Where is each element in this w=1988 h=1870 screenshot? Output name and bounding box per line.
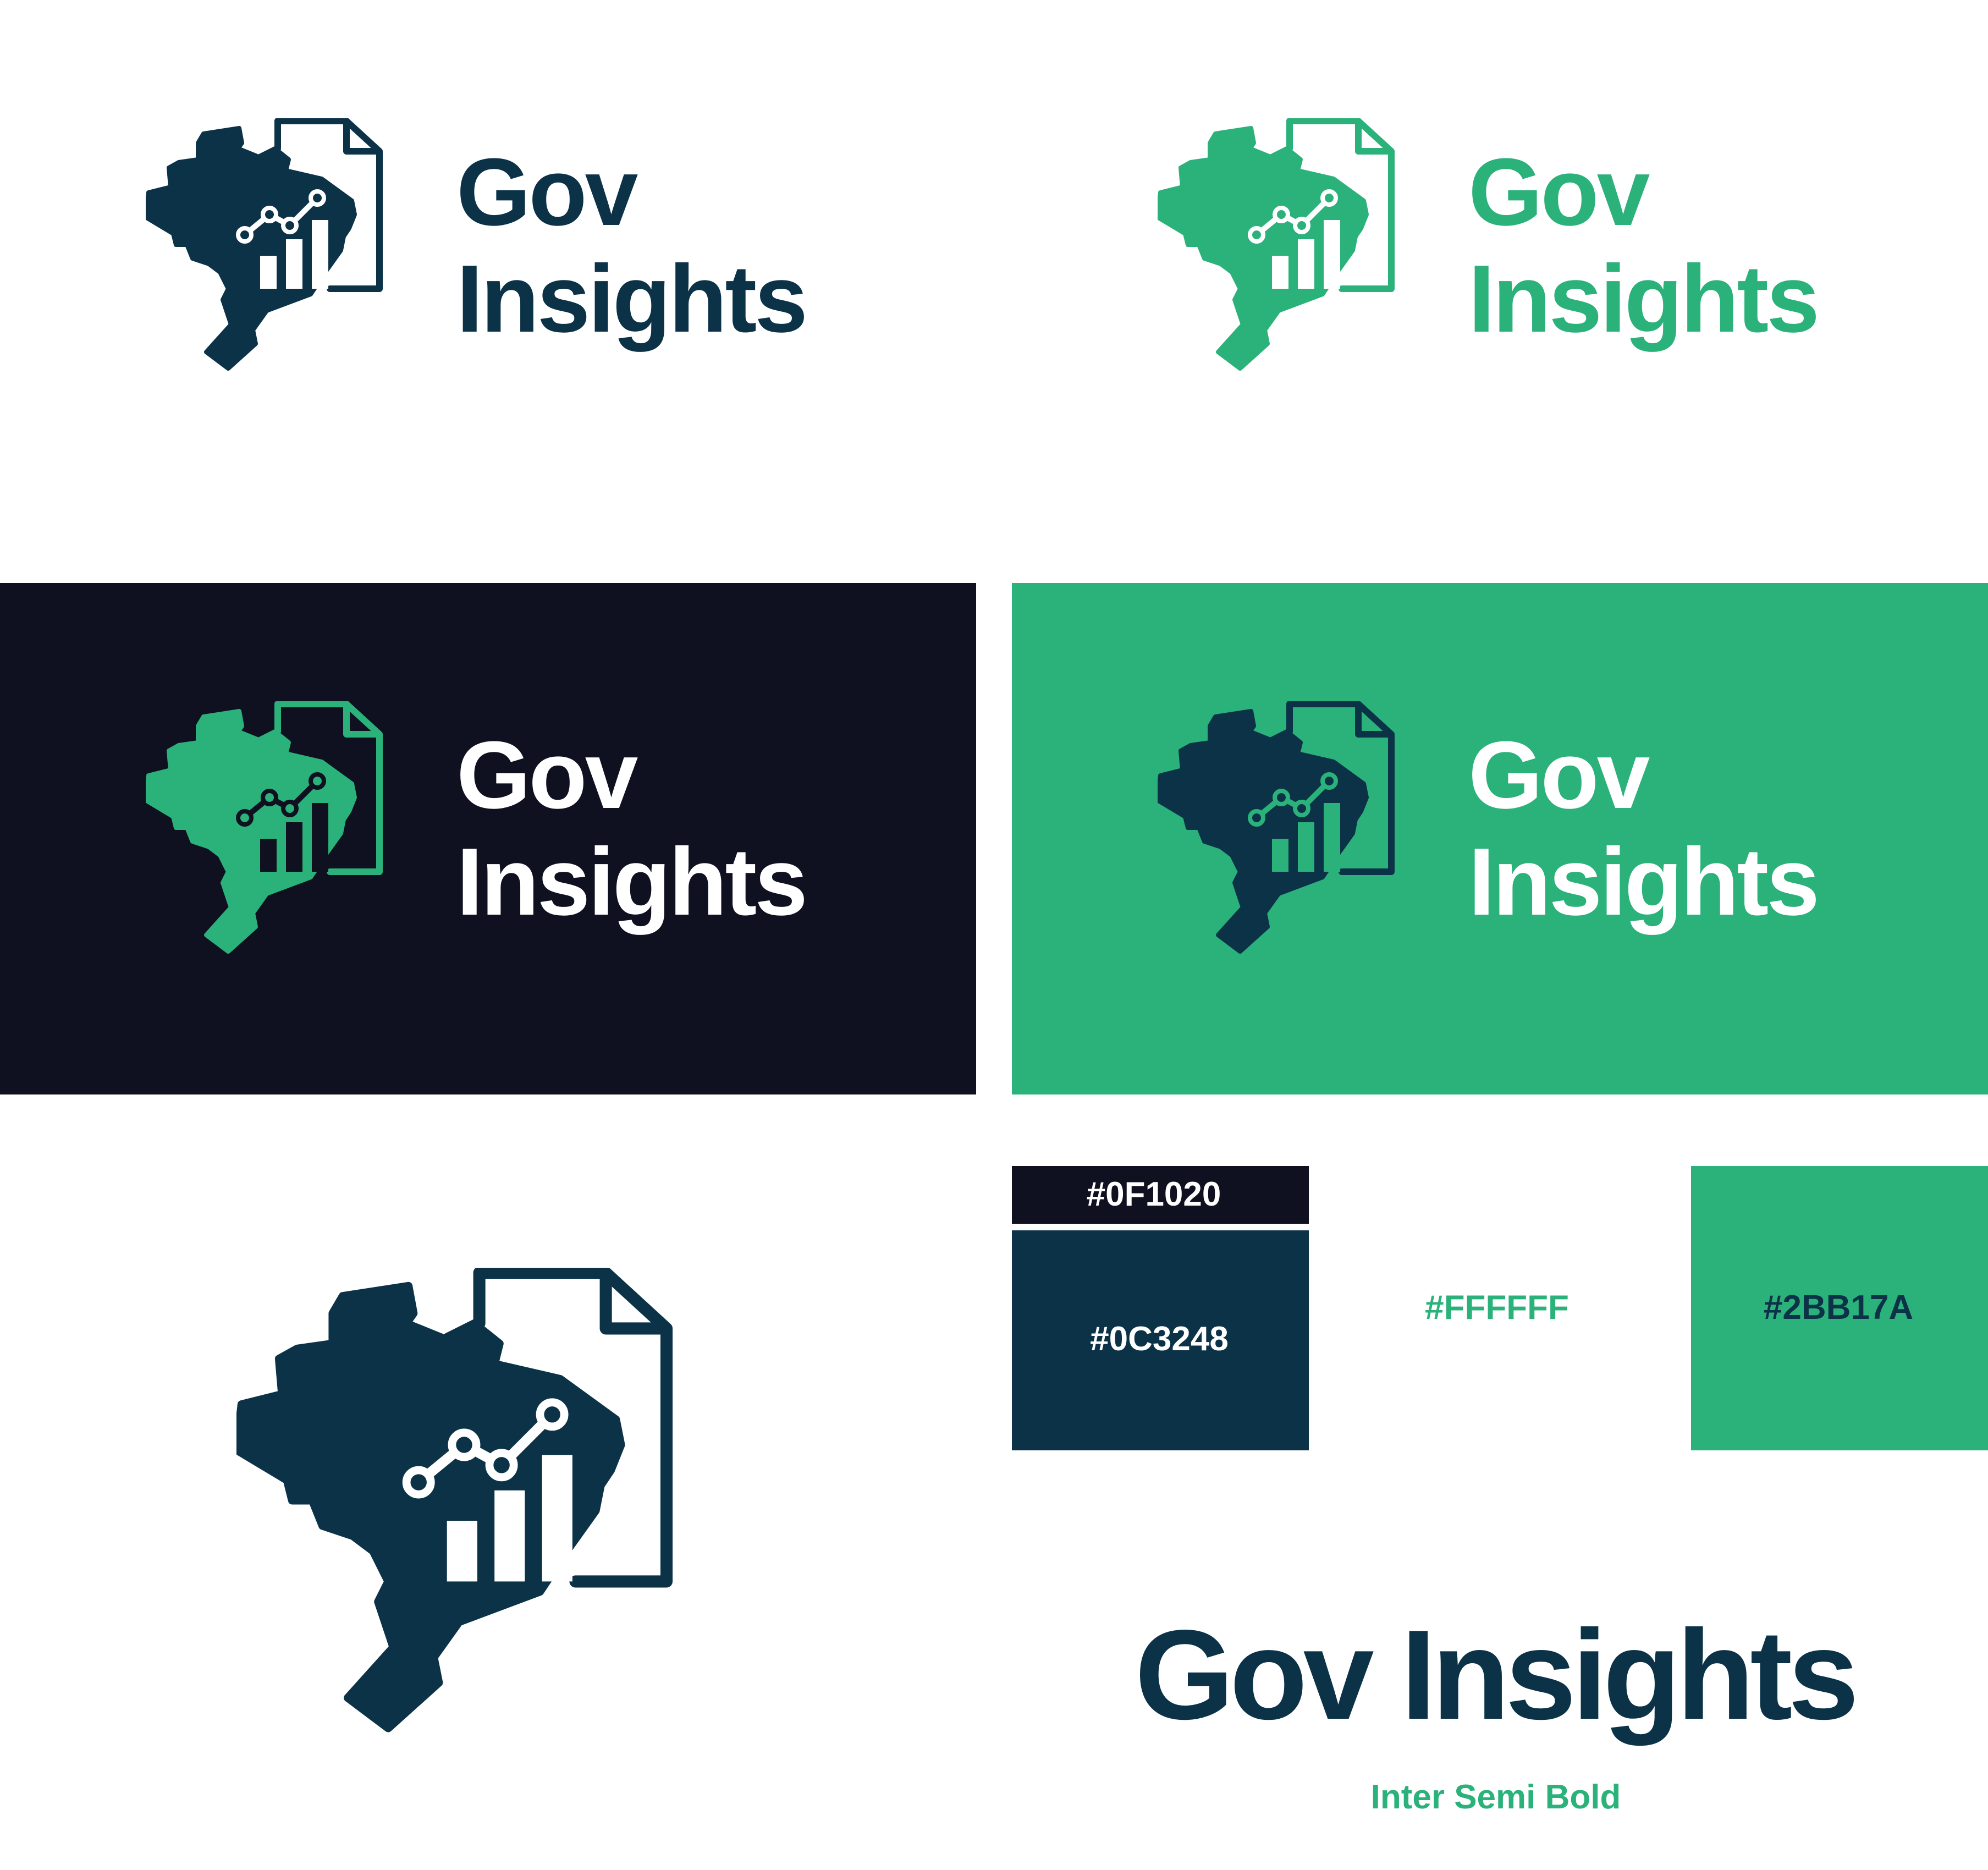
swatch-green	[1691, 1166, 1988, 1450]
swatch-navy	[1012, 1230, 1309, 1450]
wordmark-on-dark: Gov Insights	[456, 721, 808, 935]
wordmark-navy: Gov Insights	[456, 138, 808, 352]
typography-specimen: Gov Insights	[1135, 1604, 1859, 1746]
font-name-caption: Inter Semi Bold	[1370, 1778, 1621, 1816]
wordmark-line-insights: Insights	[456, 245, 808, 352]
wordmark-green: Gov Insights	[1468, 138, 1820, 352]
swatch-green-label: #2BB17A	[1763, 1289, 1914, 1327]
logo-icon-navy	[146, 118, 421, 393]
swatch-dark-label: #0F1020	[1086, 1175, 1221, 1213]
wordmark-line-gov: Gov	[456, 138, 638, 245]
wordmark-line-gov: Gov	[456, 721, 638, 828]
logo-icon-on-green	[1158, 701, 1433, 976]
swatch-white-label: #FFFFFF	[1425, 1289, 1569, 1327]
logo-icon-on-dark	[146, 701, 421, 976]
dark-background-panel	[0, 583, 976, 1094]
green-background-panel	[1012, 583, 1988, 1094]
swatch-navy-label: #0C3248	[1090, 1320, 1229, 1358]
logo-icon-large	[236, 1268, 742, 1774]
wordmark-line-insights: Insights	[1468, 245, 1820, 352]
wordmark-line-gov: Gov	[1468, 721, 1650, 828]
wordmark-line-insights: Insights	[456, 828, 808, 935]
wordmark-on-green: Gov Insights	[1468, 721, 1820, 935]
wordmark-line-gov: Gov	[1468, 138, 1650, 245]
wordmark-line-insights: Insights	[1468, 828, 1820, 935]
logo-icon-green	[1158, 118, 1433, 393]
swatch-dark	[1012, 1166, 1309, 1224]
